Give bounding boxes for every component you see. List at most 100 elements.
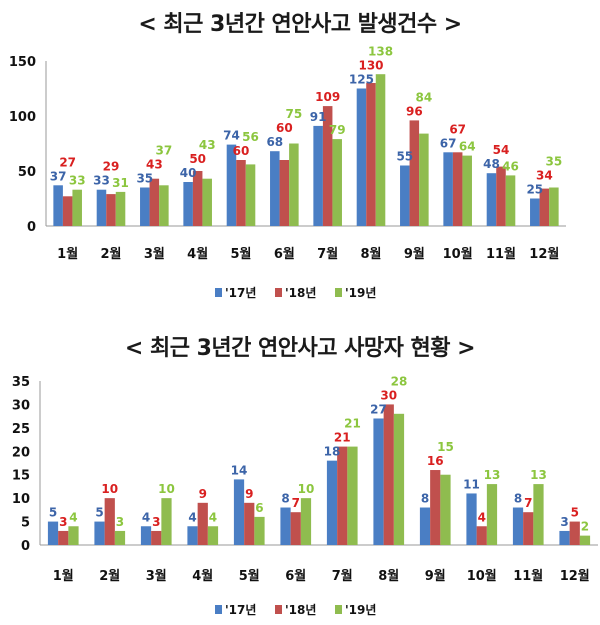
data-label: 67 (449, 122, 466, 136)
bar-'19년-2월 (114, 530, 126, 545)
data-label: 37 (50, 169, 67, 183)
bar-'17년-12월 (559, 530, 570, 545)
data-label: 21 (334, 431, 351, 445)
x-tick-label: 11월 (513, 568, 543, 584)
data-label: 3 (116, 515, 124, 529)
bar-'17년-10월 (466, 493, 477, 545)
data-label: 4 (69, 510, 77, 524)
y-tick-label: 150 (9, 55, 36, 70)
bar-'19년-1월 (72, 189, 82, 226)
legend-label: '19년 (345, 603, 376, 617)
data-label: 4 (209, 510, 217, 524)
bar-'19년-10월 (462, 155, 472, 226)
bar-'18년-1월 (62, 196, 73, 226)
data-label: 21 (344, 417, 361, 431)
bar-'18년-5월 (244, 502, 255, 545)
legend-swatch (215, 288, 222, 297)
bar-'19년-12월 (549, 187, 559, 226)
bar-'19년-1월 (68, 526, 79, 545)
bar-'18년-8월 (383, 404, 394, 545)
bar-'19년-3월 (159, 185, 169, 226)
x-tick-label: 10월 (467, 568, 497, 584)
bar-'18년-4월 (197, 502, 208, 545)
data-label: 10 (158, 482, 175, 496)
x-tick-label: 3월 (146, 568, 167, 584)
data-label: 138 (368, 45, 393, 59)
data-label: 31 (112, 176, 129, 190)
data-label: 8 (514, 492, 522, 506)
y-tick-label: 10 (12, 492, 30, 507)
x-tick-label: 4월 (187, 246, 208, 262)
data-label: 27 (370, 402, 387, 416)
bar-'17년-9월 (419, 507, 431, 545)
bar-'19년-11월 (533, 484, 544, 545)
bar-'17년-8월 (373, 418, 384, 545)
y-tick-label: 0 (21, 539, 30, 554)
bar-'19년-12월 (579, 535, 591, 545)
bar-'17년-1월 (47, 521, 59, 545)
data-label: 40 (180, 166, 197, 180)
data-label: 75 (286, 107, 303, 121)
legend-label: '17년 (225, 286, 256, 300)
x-tick-label: 8월 (360, 246, 381, 262)
y-tick-label: 15 (12, 469, 30, 484)
bar-'17년-11월 (512, 507, 524, 545)
data-label: 60 (276, 121, 293, 135)
x-tick-label: 2월 (100, 246, 121, 262)
bar-'19년-10월 (486, 484, 498, 545)
bar-'19년-6월 (289, 143, 299, 226)
data-label: 43 (199, 138, 216, 152)
x-tick-label: 4월 (192, 568, 213, 584)
x-tick-label: 3월 (144, 246, 165, 262)
data-label: 30 (380, 388, 397, 402)
data-label: 37 (156, 144, 173, 158)
bar-'18년-2월 (104, 498, 115, 545)
data-label: 60 (233, 144, 250, 158)
bar-'19년-5월 (245, 164, 256, 226)
data-label: 8 (421, 492, 429, 506)
data-label: 7 (524, 496, 532, 510)
bar-'17년-3월 (140, 526, 152, 545)
x-tick-label: 12월 (529, 246, 559, 262)
bar-'18년-6월 (290, 512, 301, 545)
x-tick-label: 1월 (53, 568, 74, 584)
bar-'19년-9월 (419, 133, 429, 226)
bar-'18년-1월 (58, 530, 69, 545)
x-tick-label: 6월 (274, 246, 295, 262)
y-tick-label: 50 (18, 165, 36, 180)
bar-'17년-9월 (400, 165, 410, 226)
bar-'19년-7월 (347, 446, 358, 545)
x-tick-label: 6월 (285, 568, 306, 584)
bar-'17년-10월 (443, 152, 453, 226)
data-label: 4 (142, 510, 150, 524)
data-label: 8 (281, 492, 289, 506)
data-label: 35 (546, 155, 563, 169)
legend-label: '17년 (225, 603, 256, 617)
legend-swatch (275, 605, 282, 614)
bar-'17년-7월 (326, 460, 338, 545)
data-label: 25 (526, 183, 543, 197)
bar-'19년-4월 (202, 178, 212, 226)
bar-'17년-5월 (233, 479, 245, 545)
data-label: 34 (536, 169, 553, 183)
data-label: 33 (93, 174, 110, 188)
bar-'17년-6월 (280, 507, 291, 545)
x-tick-label: 11월 (486, 246, 516, 262)
data-label: 10 (298, 482, 315, 496)
data-label: 3 (59, 515, 67, 529)
bar-'18년-10월 (476, 526, 487, 545)
data-label: 13 (530, 468, 547, 482)
data-label: 7 (292, 496, 300, 510)
data-label: 13 (484, 468, 501, 482)
bar-'17년-4월 (187, 526, 198, 545)
chart-1-title: < 최근 3년간 연안사고 발생건수 > (138, 12, 462, 37)
bar-'18년-11월 (496, 166, 506, 226)
bar-'18년-10월 (452, 152, 463, 226)
bar-'18년-12월 (539, 188, 550, 226)
data-label: 43 (146, 158, 163, 172)
bar-'18년-7월 (322, 106, 333, 226)
bar-'17년-11월 (486, 173, 497, 226)
y-tick-label: 20 (12, 445, 30, 460)
